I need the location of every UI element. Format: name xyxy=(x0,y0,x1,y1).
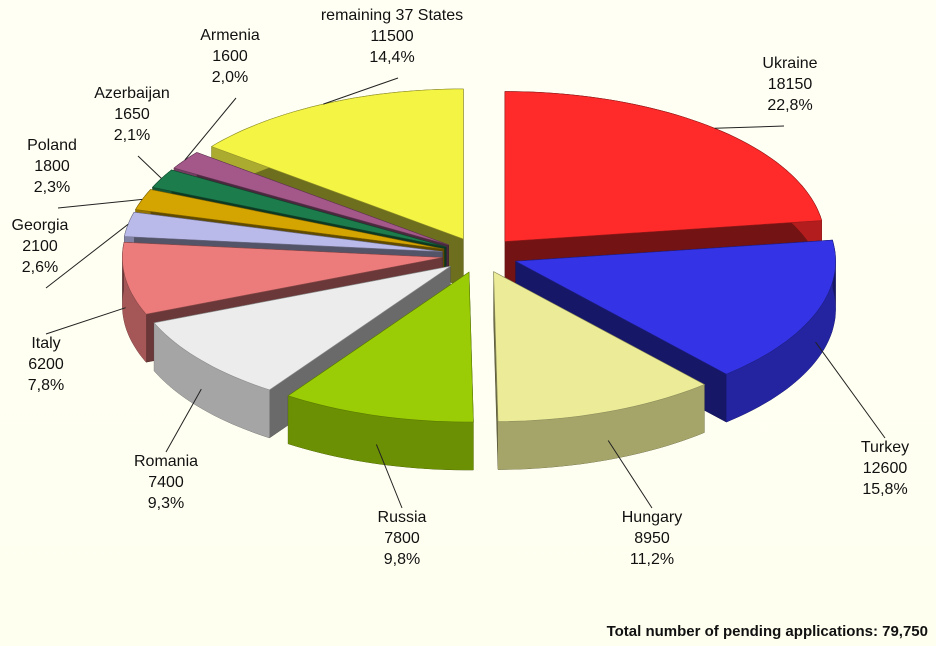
slice-label: Armenia xyxy=(200,27,260,44)
slice-label: Italy xyxy=(31,335,60,352)
slice xyxy=(153,265,451,391)
share-label: 14,4% xyxy=(369,49,414,66)
leader-line xyxy=(607,440,653,509)
slice-rim xyxy=(154,322,270,438)
slice-label: Poland xyxy=(27,137,77,154)
value-label: 12600 xyxy=(863,460,908,477)
leader-line xyxy=(184,97,237,161)
slice-label: Georgia xyxy=(12,217,69,234)
value-label: 8950 xyxy=(634,530,670,547)
share-label: 9,3% xyxy=(148,495,184,512)
value-label: 7400 xyxy=(148,474,184,491)
slice-label: remaining 37 States xyxy=(321,7,463,24)
leader-line xyxy=(323,77,399,105)
slice xyxy=(122,241,443,315)
share-label: 15,8% xyxy=(862,481,907,498)
share-label: 22,8% xyxy=(767,97,812,114)
leader-line xyxy=(165,388,202,453)
slice-rim xyxy=(726,240,836,423)
share-label: 7,8% xyxy=(28,377,64,394)
slice-rim xyxy=(498,384,705,470)
value-label: 2100 xyxy=(22,238,58,255)
slice-label: Ukraine xyxy=(762,55,817,72)
leader-line xyxy=(714,125,785,129)
slice-label: Azerbaijan xyxy=(94,85,170,102)
slices xyxy=(122,88,836,471)
slice-label: Hungary xyxy=(622,509,682,526)
labels: Ukraine 18150 22,8% Turkey 12600 15,8% Hungary… xyxy=(12,7,910,568)
slice-rim xyxy=(122,242,147,363)
share-label: 2,0% xyxy=(212,69,248,86)
slice-rim xyxy=(288,395,474,470)
value-label: 1600 xyxy=(212,48,248,65)
slice xyxy=(287,271,474,423)
slice xyxy=(135,189,445,250)
slice xyxy=(493,271,706,422)
share-label: 9,8% xyxy=(384,551,420,568)
slice xyxy=(151,169,447,248)
slice-label: Turkey xyxy=(861,439,909,456)
value-label: 18150 xyxy=(768,76,813,93)
slice xyxy=(514,239,836,375)
share-label: 2,6% xyxy=(22,259,58,276)
share-label: 2,1% xyxy=(114,127,150,144)
slice-label: Russia xyxy=(378,509,427,526)
value-label: 6200 xyxy=(28,356,64,373)
value-label: 1800 xyxy=(34,158,70,175)
value-label: 1650 xyxy=(114,106,150,123)
share-label: 11,2% xyxy=(630,551,674,568)
slice-label: Romania xyxy=(134,453,198,470)
slice xyxy=(210,88,464,240)
value-label: 11500 xyxy=(370,28,413,45)
leader-line xyxy=(57,198,143,209)
leader-line xyxy=(137,155,162,179)
leader-line xyxy=(375,444,403,509)
slice xyxy=(173,152,449,246)
leader-line xyxy=(815,341,886,439)
value-label: 7800 xyxy=(384,530,420,547)
footnote: Total number of pending applications: 79… xyxy=(607,623,928,640)
share-label: 2,3% xyxy=(34,179,70,196)
leader-line xyxy=(45,307,126,335)
leader-line xyxy=(45,223,129,289)
